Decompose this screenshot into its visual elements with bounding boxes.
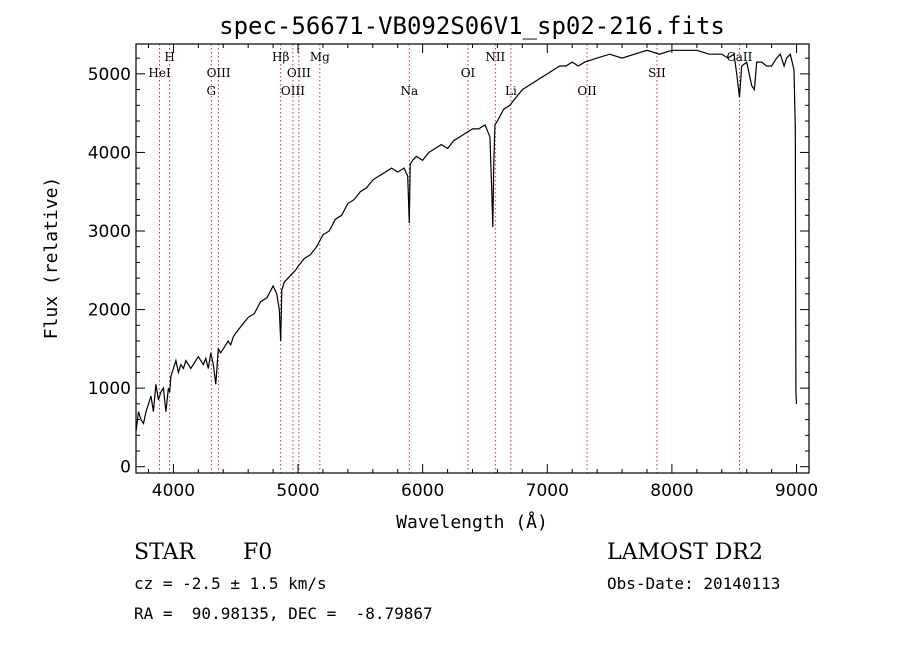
y-tick-label: 0 xyxy=(120,458,131,478)
y-axis-label: Flux (relative) xyxy=(41,177,62,340)
x-axis-label: Wavelength (Å) xyxy=(396,511,548,533)
observation-date: Obs-Date: 20140113 xyxy=(607,574,781,593)
y-tick-label: 5000 xyxy=(88,65,131,85)
axis-ticks: 4000 5000 6000 7000 8000 9000 0 1000 2000 3000 400… xyxy=(88,44,818,501)
object-subclass: F0 xyxy=(243,540,273,565)
y-tick-label: 1000 xyxy=(88,379,131,399)
spectral-line-label: CaII xyxy=(727,50,753,64)
spectral-line-label: SII xyxy=(648,66,666,80)
spectral-line-label: OIII xyxy=(207,66,231,80)
spectral-line-label: G xyxy=(206,84,216,98)
ra-dec-coordinates: RA = 90.98135, DEC = -8.79867 xyxy=(134,604,433,623)
spectral-line-label: Li xyxy=(505,84,517,98)
y-tick-label: 3000 xyxy=(88,222,131,242)
survey-label: LAMOST DR2 xyxy=(607,540,763,565)
x-tick-label: 6000 xyxy=(401,481,444,501)
plot-frame xyxy=(135,43,810,474)
chart-title: spec-56671-VB092S06V1_sp02-216.fits xyxy=(219,12,725,40)
spectral-line-label: Na xyxy=(400,84,418,98)
spectral-line-markers: HeI H G OIII Hβ OIII OIII Mg Na OI NII Li OII SII CaII xyxy=(148,44,753,473)
x-tick-label: 9000 xyxy=(775,481,818,501)
flux-series-line xyxy=(135,49,798,432)
x-tick-label: 5000 xyxy=(276,481,319,501)
spectral-line-label: OII xyxy=(577,84,597,98)
redshift-cz: cz = -2.5 ± 1.5 km/s xyxy=(134,574,327,593)
spectral-line-label: H xyxy=(164,50,174,64)
object-class: STAR xyxy=(134,540,195,565)
x-tick-label: 4000 xyxy=(152,481,195,501)
spectral-line-label: Hβ xyxy=(272,50,289,64)
y-tick-label: 2000 xyxy=(88,301,131,321)
y-tick-label: 4000 xyxy=(88,143,131,163)
spectral-line-label: OIII xyxy=(281,84,305,98)
spectral-line-label: OI xyxy=(461,66,476,80)
x-tick-label: 7000 xyxy=(526,481,569,501)
spectral-line-label: HeI xyxy=(148,66,171,80)
spectral-line-label: Mg xyxy=(310,50,330,64)
x-tick-label: 8000 xyxy=(650,481,693,501)
spectral-line-label: OIII xyxy=(287,66,311,80)
spectral-line-label: NII xyxy=(485,50,505,64)
